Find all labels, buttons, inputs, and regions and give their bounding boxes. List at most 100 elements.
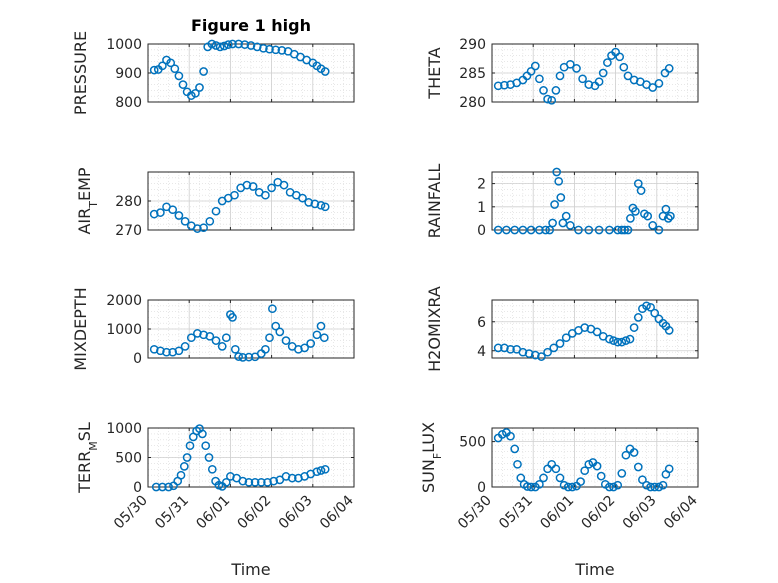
y-tick-label: 1000	[106, 322, 142, 338]
data-point	[269, 476, 279, 486]
data-point	[584, 459, 594, 469]
data-point	[250, 477, 260, 487]
y-tick-label: 500	[459, 435, 486, 451]
data-point	[626, 214, 635, 223]
data-point	[217, 342, 227, 351]
data-point	[545, 225, 555, 235]
data-point	[623, 225, 633, 235]
data-point	[149, 65, 159, 75]
x-tick-label: 06/03	[276, 493, 316, 533]
y-tick-label: 900	[115, 66, 142, 82]
data-point	[510, 225, 520, 235]
data-point	[621, 336, 631, 345]
data-point	[605, 225, 614, 235]
data-point	[620, 225, 630, 235]
y-tick-label: 290	[459, 37, 486, 53]
data-point	[156, 208, 165, 217]
y-tick-label: 0	[133, 480, 142, 496]
data-point	[535, 225, 544, 235]
data-point	[259, 43, 268, 53]
data-point	[654, 225, 664, 235]
data-point	[493, 343, 503, 353]
data-point	[319, 333, 329, 343]
data-point	[654, 79, 664, 88]
data-point	[592, 461, 602, 471]
data-point	[240, 40, 250, 49]
data-point	[617, 469, 627, 478]
x-tick-label: 06/02	[235, 493, 275, 533]
x-axis-title-right: Time	[574, 560, 614, 579]
panel-terr-msl: 0 500 1000 TERRMSL 05/30 05/31 06/01 06/02 06/03…	[75, 421, 357, 532]
y-axis-label: TERRMSL	[75, 422, 100, 494]
data-point	[162, 347, 171, 357]
data-point	[547, 459, 557, 469]
data-point	[180, 216, 190, 226]
data-point	[530, 61, 540, 71]
y-tick-label: 280	[115, 194, 142, 210]
data-point	[642, 301, 651, 311]
x-axis-title-left: Time	[230, 560, 270, 579]
data-point	[629, 323, 639, 332]
data-point	[199, 67, 208, 76]
y-tick-label: 0	[477, 223, 486, 239]
data-point	[156, 346, 165, 356]
data-point	[228, 39, 237, 49]
data-point	[539, 86, 548, 95]
data-point	[609, 482, 618, 492]
data-point	[642, 480, 651, 490]
data-point	[555, 71, 565, 81]
panel-theta: 280 285 290 THETA	[425, 37, 699, 111]
data-point	[320, 67, 330, 76]
data-point	[219, 41, 229, 51]
data-point	[265, 333, 274, 343]
y-tick-label: 800	[115, 95, 142, 111]
data-point	[221, 477, 231, 487]
data-point	[279, 180, 289, 190]
data-point	[221, 333, 231, 343]
axes-box	[491, 299, 699, 359]
data-point	[574, 225, 583, 235]
data-point	[623, 71, 633, 81]
data-point	[176, 470, 186, 480]
data-point	[268, 304, 277, 314]
data-point	[638, 475, 647, 485]
data-point	[497, 430, 507, 439]
data-point	[310, 199, 320, 209]
data-point	[646, 482, 655, 492]
x-tick-label: 05/31	[496, 493, 536, 533]
data-point	[609, 336, 618, 345]
data-point	[265, 44, 274, 54]
data-point	[596, 471, 606, 481]
y-tick-label: 1000	[106, 37, 142, 53]
data-point	[211, 41, 221, 50]
data-point	[615, 52, 625, 62]
data-point	[551, 86, 561, 95]
data-point	[648, 83, 658, 92]
data-point	[493, 81, 503, 91]
data-point	[166, 58, 176, 68]
data-point	[664, 64, 674, 73]
data-point	[211, 206, 221, 216]
data-point	[633, 313, 643, 322]
data-point	[316, 200, 326, 210]
data-point	[287, 473, 297, 483]
data-point	[561, 211, 571, 221]
data-point	[572, 64, 581, 73]
data-point	[565, 59, 575, 69]
data-point	[643, 211, 653, 221]
data-point	[248, 182, 258, 191]
data-point	[613, 480, 623, 490]
y-tick-label: 500	[115, 451, 142, 467]
data-point	[263, 477, 272, 487]
y-tick-label: 270	[115, 223, 142, 239]
data-point	[619, 62, 629, 72]
data-point	[193, 329, 202, 338]
data-point	[223, 40, 233, 49]
data-point	[594, 225, 604, 235]
data-point	[500, 80, 509, 90]
panel-sun-flux: 0 500 SUNFLUX 05/30 05/31 06/01 06/02 06/03 06/0…	[419, 422, 701, 532]
data-point	[506, 431, 515, 441]
data-point	[252, 42, 262, 52]
data-point	[204, 453, 214, 462]
x-tick-label: 05/30	[455, 493, 495, 533]
